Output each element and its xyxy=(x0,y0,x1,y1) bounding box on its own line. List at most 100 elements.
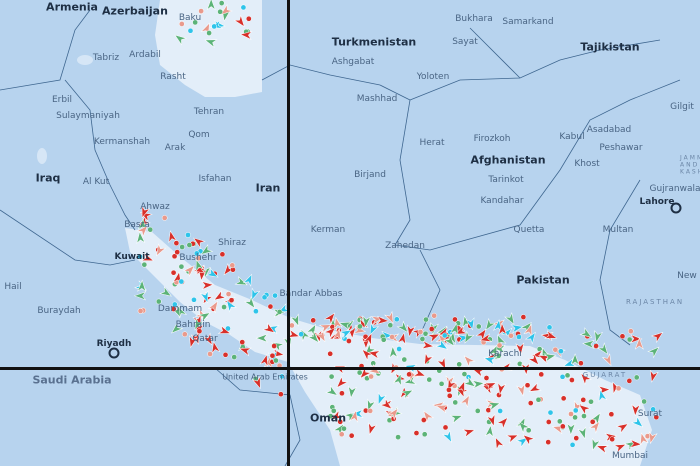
vessel-marker[interactable] xyxy=(446,392,453,399)
vessel-marker[interactable] xyxy=(570,353,580,366)
vessel-marker[interactable] xyxy=(613,441,627,454)
vessel-marker[interactable] xyxy=(435,338,450,353)
vessel-marker[interactable] xyxy=(225,325,231,332)
vessel-marker[interactable] xyxy=(405,324,416,338)
vessel-marker[interactable] xyxy=(242,273,256,287)
vessel-marker[interactable] xyxy=(601,353,615,367)
vessel-marker[interactable] xyxy=(436,356,449,370)
vessel-marker[interactable] xyxy=(380,336,387,343)
vessel-marker[interactable] xyxy=(332,327,343,342)
vessel-marker[interactable] xyxy=(173,32,188,46)
vessel-marker[interactable] xyxy=(387,406,401,421)
vessel-marker[interactable] xyxy=(568,411,574,417)
vessel-marker[interactable] xyxy=(133,291,147,301)
vessel-marker[interactable] xyxy=(171,253,178,260)
vessel-marker[interactable] xyxy=(178,21,185,27)
vessel-marker[interactable] xyxy=(474,408,481,414)
vessel-marker[interactable] xyxy=(395,434,401,440)
vessel-marker[interactable] xyxy=(446,387,452,393)
vessel-marker[interactable] xyxy=(456,380,468,394)
vessel-marker[interactable] xyxy=(325,385,340,399)
vessel-marker[interactable] xyxy=(581,413,587,419)
vessel-marker[interactable] xyxy=(543,351,557,363)
vessel-marker[interactable] xyxy=(615,420,631,434)
vessel-marker[interactable] xyxy=(566,422,576,436)
vessel-marker[interactable] xyxy=(357,323,363,330)
vessel-marker[interactable] xyxy=(462,426,476,438)
vessel-marker[interactable] xyxy=(475,323,482,330)
vessel-marker[interactable] xyxy=(255,333,268,343)
vessel-marker[interactable] xyxy=(389,345,399,359)
vessel-marker[interactable] xyxy=(387,322,394,329)
vessel-marker[interactable] xyxy=(234,276,248,289)
vessel-marker[interactable] xyxy=(456,361,463,368)
vessel-marker[interactable] xyxy=(596,389,608,403)
vessel-marker[interactable] xyxy=(310,317,317,324)
vessel-marker[interactable] xyxy=(201,280,214,290)
vessel-marker[interactable] xyxy=(197,309,213,323)
vessel-marker[interactable] xyxy=(204,36,218,49)
vessel-marker[interactable] xyxy=(170,269,177,276)
vessel-marker[interactable] xyxy=(650,406,656,413)
vessel-marker[interactable] xyxy=(269,352,276,359)
vessel-marker[interactable] xyxy=(527,400,534,406)
vessel-marker[interactable] xyxy=(375,391,387,406)
vessel-marker[interactable] xyxy=(286,328,301,341)
vessel-marker[interactable] xyxy=(349,409,360,423)
vessel-marker[interactable] xyxy=(515,342,525,356)
vessel-marker[interactable] xyxy=(178,278,185,285)
vessel-marker[interactable] xyxy=(338,431,345,438)
vessel-marker[interactable] xyxy=(558,348,564,355)
vessel-marker[interactable] xyxy=(366,422,378,436)
vessel-marker[interactable] xyxy=(521,432,536,446)
vessel-marker[interactable] xyxy=(239,339,246,345)
vessel-marker[interactable] xyxy=(279,373,285,380)
vessel-marker[interactable] xyxy=(364,398,376,412)
vessel-marker[interactable] xyxy=(202,332,215,346)
vessel-marker[interactable] xyxy=(452,399,459,406)
vessel-marker[interactable] xyxy=(485,407,492,413)
vessel-marker[interactable] xyxy=(211,23,218,30)
vessel-marker[interactable] xyxy=(505,431,520,444)
vessel-marker[interactable] xyxy=(577,426,589,440)
vessel-marker[interactable] xyxy=(483,354,497,366)
vessel-marker[interactable] xyxy=(169,321,184,336)
vessel-marker[interactable] xyxy=(609,436,616,443)
vessel-marker[interactable] xyxy=(328,373,335,380)
vessel-marker[interactable] xyxy=(441,332,448,339)
vessel-marker[interactable] xyxy=(323,311,338,326)
vessel-marker[interactable] xyxy=(428,326,435,332)
vessel-marker[interactable] xyxy=(207,299,221,314)
vessel-marker[interactable] xyxy=(196,328,203,335)
vessel-marker[interactable] xyxy=(413,430,420,436)
vessel-marker[interactable] xyxy=(524,382,531,389)
vessel-marker[interactable] xyxy=(307,330,321,346)
vessel-marker[interactable] xyxy=(362,332,376,346)
vessel-marker[interactable] xyxy=(327,413,334,419)
vessel-marker[interactable] xyxy=(251,375,264,390)
vessel-marker[interactable] xyxy=(361,315,372,329)
vessel-marker[interactable] xyxy=(401,356,408,363)
vessel-marker[interactable] xyxy=(347,385,357,399)
vessel-marker[interactable] xyxy=(273,357,279,364)
vessel-marker[interactable] xyxy=(221,304,227,310)
vessel-marker[interactable] xyxy=(449,412,463,424)
vessel-marker[interactable] xyxy=(569,441,576,448)
vessel-marker[interactable] xyxy=(182,263,197,278)
vessel-marker[interactable] xyxy=(572,407,579,414)
vessel-marker[interactable] xyxy=(289,322,295,329)
vessel-marker[interactable] xyxy=(186,242,193,248)
vessel-marker[interactable] xyxy=(523,323,535,337)
vessel-marker[interactable] xyxy=(595,442,610,454)
vessel-marker[interactable] xyxy=(504,311,518,327)
vessel-marker[interactable] xyxy=(631,403,641,417)
vessel-marker[interactable] xyxy=(159,286,174,300)
vessel-marker[interactable] xyxy=(488,344,501,358)
vessel-marker[interactable] xyxy=(629,439,643,449)
vessel-marker[interactable] xyxy=(259,353,271,368)
vessel-marker[interactable] xyxy=(516,419,531,434)
vessel-marker[interactable] xyxy=(471,379,485,390)
vessel-marker[interactable] xyxy=(389,334,395,340)
vessel-marker[interactable] xyxy=(179,244,185,250)
